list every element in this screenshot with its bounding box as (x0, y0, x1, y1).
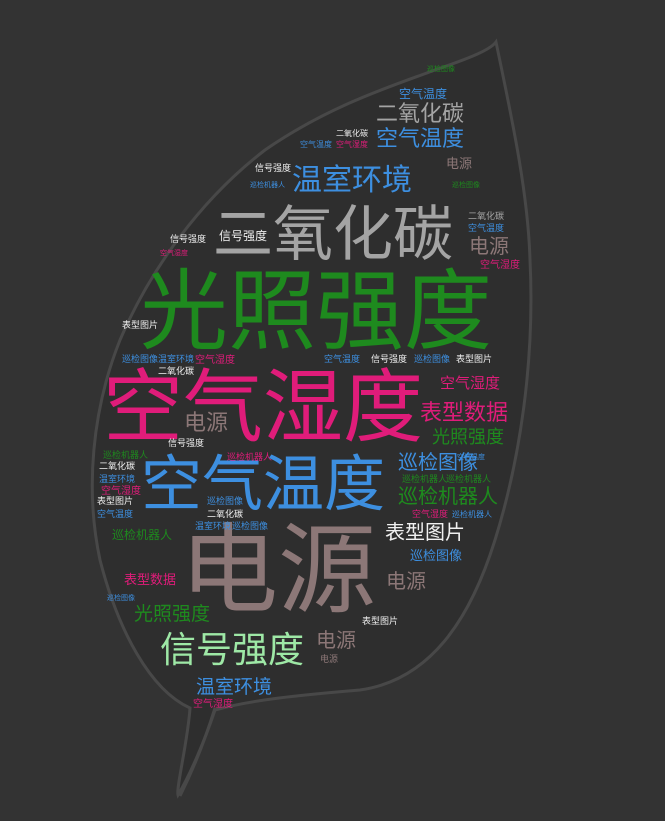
word-xj-small-d: 巡检图像 (207, 497, 244, 507)
word-sd-large: 空气湿度 (103, 361, 423, 454)
word-dy-medium-c: 电源 (386, 569, 426, 593)
word-xh-small-b: 信号强度 (255, 164, 292, 174)
word-co2-medium: 二氧化碳 (376, 102, 465, 127)
word-wd-medium: 空气温度 (376, 127, 465, 152)
word-xjr-small-b: 巡检机器人 (103, 451, 149, 461)
word-sd-small-a: 空气湿度 (480, 260, 520, 271)
word-sd-small-b: 空气湿度 (195, 355, 235, 366)
word-xjr-small-a: 巡检机器人 (112, 528, 173, 542)
word-co2-small-a: 二氧化碳 (468, 212, 505, 222)
word-xh-small-c: 信号强度 (170, 235, 207, 245)
word-dy-small: 电源 (320, 655, 339, 665)
word-bxsj-medium: 表型数据 (420, 401, 509, 426)
word-co2-small-e: 二氧化碳 (336, 129, 368, 138)
word-bxsj-small: 表型数据 (124, 573, 177, 588)
word-co2-small-b: 二氧化碳 (158, 367, 195, 377)
word-wd-small-b: 空气温度 (468, 224, 505, 234)
word-bxtp-small-a: 表型图片 (122, 321, 159, 331)
word-wd-small-a: 空气温度 (399, 87, 448, 101)
word-dy-medium-b: 电源 (469, 234, 509, 258)
word-xj-small-h: 巡检图像 (107, 594, 135, 602)
word-wshj-small-c: 温室环境 (99, 475, 136, 485)
word-dy-medium-a: 电源 (184, 411, 229, 436)
word-gz-small: 光照强度 (134, 603, 211, 625)
word-xjr-small-f: 巡检机器人 (250, 181, 285, 189)
word-wd-large: 空气温度 (141, 449, 386, 520)
word-gz-medium: 光照强度 (432, 427, 504, 448)
word-wd-small-d: 空气温度 (97, 510, 134, 520)
word-wshj-small-b: 温室环境 (158, 355, 195, 365)
word-co2-small-c: 二氧化碳 (99, 462, 136, 472)
word-sd-small-c: 空气湿度 (101, 486, 141, 497)
word-bxtp-small-d: 表型图片 (362, 617, 399, 627)
word-wd-small-c: 空气温度 (324, 355, 361, 365)
word-dy-small-b: 电源 (446, 157, 473, 172)
word-co2-large: 二氧化碳 (213, 200, 453, 270)
word-wshj-medium: 温室环境 (292, 163, 412, 198)
word-xjr-small-e: 巡检机器人 (227, 453, 273, 463)
leaf-outline (90, 38, 533, 799)
word-wd-small-e: 空气温度 (300, 140, 332, 149)
word-bxtp-medium: 表型图片 (385, 520, 465, 544)
word-co2-small-d: 二氧化碳 (207, 510, 244, 520)
word-sd-small-e: 空气湿度 (412, 510, 449, 520)
word-xjr-small-d: 巡检机器人 (402, 475, 448, 485)
word-sd-small-d: 空气湿度 (193, 699, 233, 710)
leaf-stem (178, 707, 217, 797)
word-xj-small-g: 巡检图像 (452, 181, 480, 189)
word-dy-medium-d: 电源 (316, 628, 356, 652)
word-gz-large: 光照强度 (140, 260, 493, 363)
word-wshj-small: 温室环境 (196, 676, 273, 698)
word-xh-large: 信号强度 (160, 630, 305, 671)
word-xjr-medium: 巡检机器人 (398, 484, 498, 508)
word-xj-medium: 巡检图像 (398, 450, 478, 474)
word-xj-small-c: 巡检图像 (414, 355, 451, 365)
word-xjr-small-c: 巡检机器人 (446, 475, 492, 485)
word-xh-small-d: 信号强度 (371, 355, 408, 365)
word-xj-small-f: 巡检图像 (427, 65, 455, 73)
word-sd-small-f: 空气湿度 (336, 140, 368, 149)
word-xj-small-b: 巡检图像 (122, 355, 159, 365)
word-xh-small-e: 信号强度 (168, 439, 205, 449)
word-sd-medium: 空气湿度 (440, 374, 501, 392)
word-xj-small-a: 巡检图像 (410, 549, 463, 564)
word-bxtp-small-c: 表型图片 (97, 497, 134, 507)
word-xjr-small-g: 巡检机器人 (452, 510, 492, 519)
word-xh-small-a: 信号强度 (219, 229, 268, 243)
word-xj-small-e: 巡检图像 (232, 522, 269, 532)
word-sd-small-g: 空气湿度 (160, 249, 188, 257)
word-dy-large: 电源 (180, 514, 377, 628)
word-wd-small-f: 空气温度 (457, 453, 485, 461)
word-bxtp-small-b: 表型图片 (456, 355, 493, 365)
word-wshj-small-d: 温室环境 (195, 522, 232, 532)
